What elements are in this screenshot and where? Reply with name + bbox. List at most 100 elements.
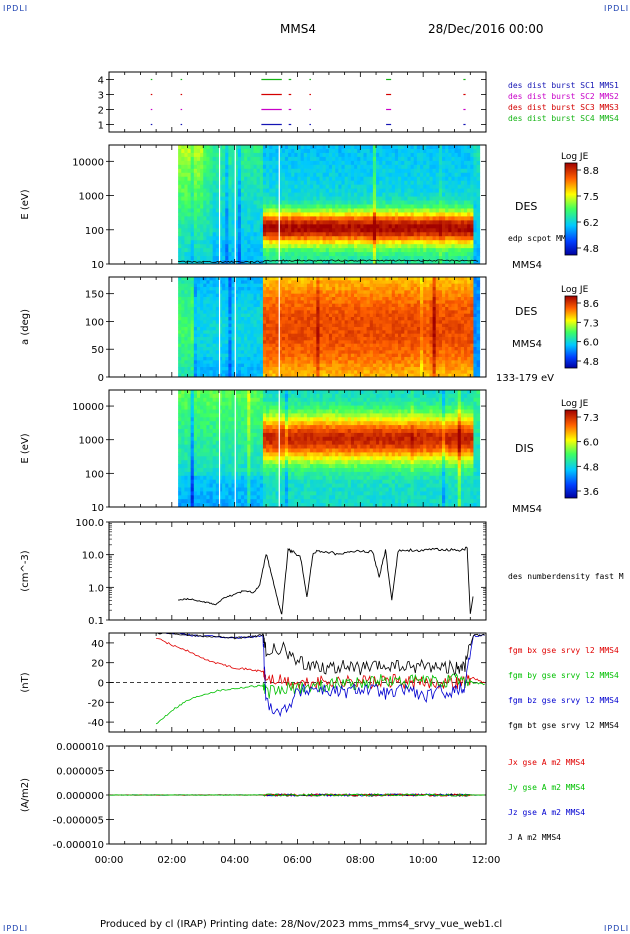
colorbar-tick-label: 8.6 [583, 299, 599, 310]
bfield-y-tick-label: 0 [98, 679, 104, 690]
dis-energy-spectrogram [178, 390, 481, 508]
density-y-tick-label: 10.0 [82, 551, 104, 562]
current-y-tick-label: -0.000005 [53, 816, 104, 827]
current-legend-label: J A m2 MMS4 [508, 833, 561, 842]
data-gap [278, 145, 280, 264]
des-energy-spectrogram [178, 145, 481, 265]
bfield-y-tick-label: 20 [91, 659, 104, 670]
bfield-y-tick-label: 40 [91, 639, 104, 650]
data-gap [218, 277, 221, 377]
current-y-tick-label: 0.000010 [56, 742, 104, 753]
pitch-angle-y-tick-label: 150 [85, 290, 104, 301]
density-series-label: des numberdensity fast M [508, 572, 624, 581]
data-gap [234, 390, 236, 507]
pitch-angle-colorbar [564, 295, 578, 369]
spacecraft-title: MMS4 [280, 22, 316, 36]
density-line [178, 546, 474, 615]
scpot-label: edp scpot MMS4 [508, 234, 576, 243]
data-gap [218, 390, 221, 507]
pitch-angle-y-tick-label: 100 [85, 317, 104, 328]
bfield-y-label: (nT) [20, 672, 31, 692]
density-y-tick-label: 1.0 [88, 583, 104, 594]
data-gap [278, 390, 280, 507]
x-tick-label: 08:00 [346, 855, 375, 866]
density-y-tick-label: 100.0 [75, 518, 104, 529]
corner-label-bottom-left: IPDLI [3, 924, 29, 933]
footer-credit: Produced by cl (IRAP) Printing date: 28/… [100, 919, 503, 930]
colorbar-tick-label: 6.0 [583, 438, 599, 449]
dis-energy-y-tick-label: 10 [91, 503, 104, 514]
dis-energy-y-tick-label: 10000 [72, 402, 104, 413]
x-tick-label: 04:00 [220, 855, 249, 866]
colorbar-tick-label: 4.8 [583, 462, 599, 473]
bfield-legend-label: fgm bx gse srvy l2 MMS4 [508, 646, 619, 655]
pitch-angle-sc-label: MMS4 [512, 339, 542, 350]
dis-energy-y-label: E (eV) [20, 433, 31, 463]
des-energy-colorbar [564, 162, 578, 256]
des-energy-sc-label: MMS4 [512, 260, 542, 271]
scpot-line [178, 259, 479, 263]
colorbar-tick-label: 7.3 [583, 413, 599, 424]
colorbar-tick-label: 8.8 [583, 166, 599, 177]
corner-label-top-right: IPDLI [604, 4, 630, 13]
corner-label-bottom-right: IPDLI [604, 924, 630, 933]
current-y-tick-label: -0.000010 [53, 840, 104, 851]
current-y-tick-label: 0.000005 [56, 767, 104, 778]
density-y-tick-label: 0.1 [88, 616, 104, 627]
bfield-series-line [156, 632, 485, 676]
burst-legend-label: des dist burst SC3 MMS3 [508, 103, 619, 112]
colorbar-tick-label: 4.8 [583, 357, 599, 368]
current-y-label: (A/m2) [20, 778, 31, 812]
des-energy-y-tick-label: 10 [91, 260, 104, 271]
des-energy-label: DES [515, 200, 537, 213]
pitch-angle-y-label: a (deg) [20, 309, 31, 345]
x-tick-label: 00:00 [95, 855, 124, 866]
date-title: 28/Dec/2016 00:00 [428, 22, 544, 36]
bfield-y-tick-label: -20 [88, 698, 104, 709]
bfield-series-line [156, 638, 485, 691]
bfield-legend-label: fgm by gse srvy l2 MMS4 [508, 671, 619, 680]
burst-y-tick-label: 4 [98, 76, 104, 87]
burst-legend-label: des dist burst SC2 MMS2 [508, 92, 619, 101]
data-gap [218, 145, 221, 264]
colorbar-tick-label: 7.3 [583, 318, 599, 329]
des-energy-y-label: E (eV) [20, 189, 31, 219]
colorbar-tick-label: 7.5 [583, 192, 599, 203]
colorbar-tick-label: 4.8 [583, 244, 599, 255]
colorbar-tick-label: 6.2 [583, 218, 599, 229]
burst-panel-frame [108, 71, 487, 133]
current-legend-label: Jy gse A m2 MMS4 [508, 783, 585, 792]
x-tick-label: 06:00 [283, 855, 312, 866]
current-y-tick-label: 0.000000 [56, 791, 104, 802]
corner-label-top-left: IPDLI [3, 4, 29, 13]
density-frame [108, 521, 487, 621]
dis-energy-y-tick-label: 1000 [79, 436, 104, 447]
colorbar-tick-label: 6.0 [583, 338, 599, 349]
current-series-line [108, 793, 485, 797]
dis-energy-y-tick-label: 100 [85, 469, 104, 480]
burst-legend-label: des dist burst SC1 MMS1 [508, 81, 619, 90]
burst-legend-label: des dist burst SC4 MMS4 [508, 114, 619, 123]
bfield-series-line [155, 673, 485, 725]
data-gap [234, 145, 236, 264]
colorbar-title: Log JE [561, 399, 589, 409]
des-energy-y-tick-label: 100 [85, 226, 104, 237]
colorbar-tick-label: 3.6 [583, 487, 599, 498]
bfield-y-tick-label: -40 [88, 718, 104, 729]
colorbar-title: Log JE [561, 152, 589, 162]
pitch-angle-energy-range: 133-179 eV [496, 373, 554, 384]
des-pitch-angle-spectrogram [178, 277, 481, 378]
pitch-angle-label: DES [515, 305, 537, 318]
x-tick-label: 12:00 [472, 855, 501, 866]
bfield-series-line [156, 632, 485, 718]
des-energy-y-tick-label: 1000 [79, 192, 104, 203]
x-tick-label: 02:00 [157, 855, 186, 866]
colorbar-title: Log JE [561, 285, 589, 295]
x-tick-label: 10:00 [409, 855, 438, 866]
current-legend-label: Jx gse A m2 MMS4 [508, 758, 585, 767]
dis-energy-label: DIS [515, 442, 534, 455]
bfield-legend-label: fgm bt gse srvy l2 MMS4 [508, 721, 619, 730]
dis-energy-colorbar [564, 409, 578, 499]
pitch-angle-y-tick-label: 0 [98, 373, 104, 384]
dis-energy-sc-label: MMS4 [512, 504, 542, 515]
